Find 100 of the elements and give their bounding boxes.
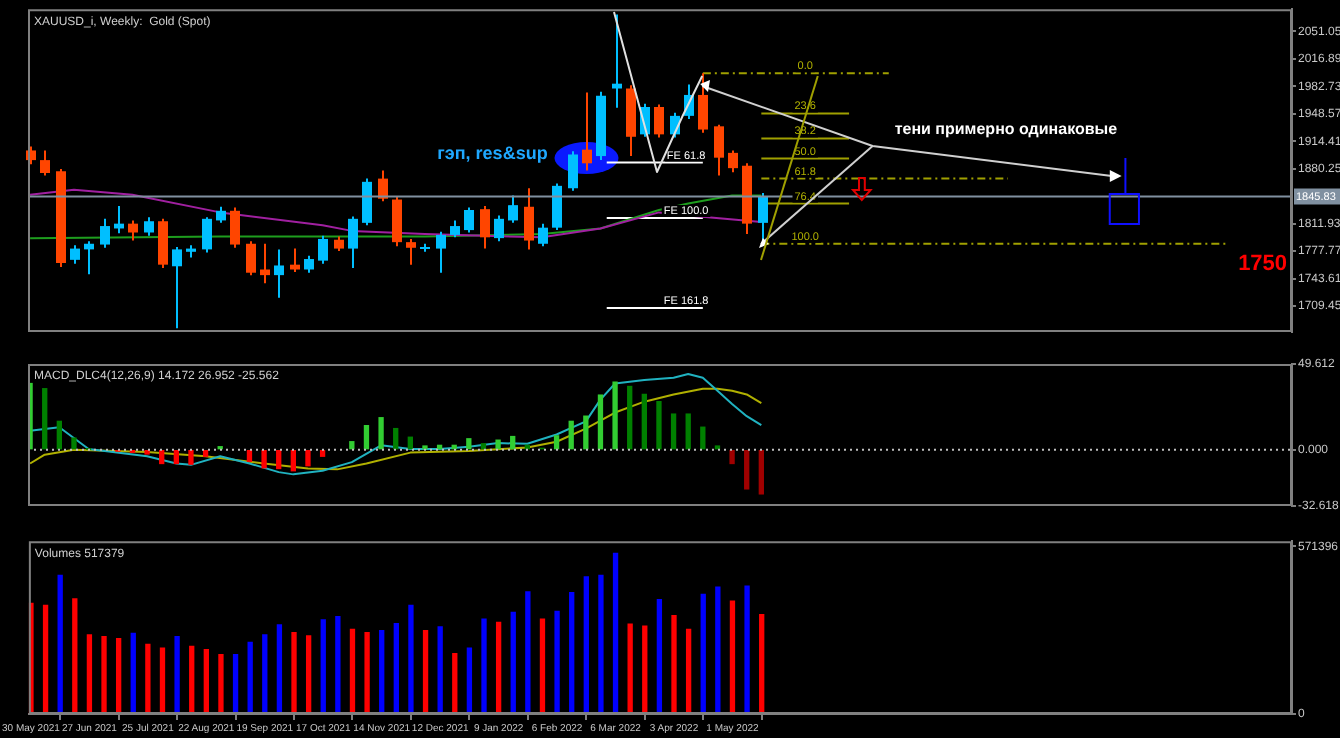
bar xyxy=(627,623,633,714)
candlestick xyxy=(274,248,284,299)
bar xyxy=(378,417,384,450)
bar xyxy=(525,591,531,714)
bar xyxy=(379,630,385,714)
bar xyxy=(553,435,560,450)
bar xyxy=(71,437,77,450)
candlestick xyxy=(714,123,724,177)
bar xyxy=(305,450,311,467)
bar xyxy=(408,604,414,714)
bar xyxy=(437,626,443,714)
bar xyxy=(758,450,764,495)
bar xyxy=(759,613,765,714)
bar xyxy=(130,632,136,714)
bar xyxy=(189,645,195,714)
bar xyxy=(276,624,283,714)
bar xyxy=(715,586,721,714)
candlestick xyxy=(246,240,256,277)
bar xyxy=(597,394,604,450)
candlestick xyxy=(698,72,708,134)
candlestick xyxy=(568,150,578,192)
bar xyxy=(583,415,589,450)
candlestick xyxy=(494,214,504,243)
bar xyxy=(349,441,355,450)
bar xyxy=(290,450,296,472)
bar xyxy=(729,450,735,465)
bar xyxy=(700,593,706,714)
bar xyxy=(247,641,253,714)
bar xyxy=(42,388,48,450)
candlestick xyxy=(70,244,80,265)
candlestick xyxy=(144,216,154,237)
bar xyxy=(569,591,575,714)
bar xyxy=(700,426,706,450)
bar xyxy=(510,435,516,450)
bar xyxy=(480,443,487,450)
candlestick xyxy=(464,206,474,234)
bar xyxy=(685,628,692,714)
bar xyxy=(202,450,209,457)
bar xyxy=(86,634,93,714)
annotation: гэп, res&sup xyxy=(437,142,549,163)
bar xyxy=(671,615,677,714)
bar xyxy=(173,450,179,465)
bar xyxy=(495,621,502,714)
annotation: тени примерно одинаковые xyxy=(894,120,1119,139)
bar xyxy=(612,552,619,714)
bar xyxy=(115,637,122,714)
bar xyxy=(174,635,180,714)
bar xyxy=(262,634,268,714)
candlestick xyxy=(230,206,240,249)
bar xyxy=(276,450,282,470)
bar xyxy=(364,632,370,714)
bar xyxy=(335,615,341,714)
candlestick xyxy=(40,149,50,177)
bar xyxy=(218,654,224,714)
candlestick xyxy=(406,237,416,266)
bar xyxy=(685,413,691,450)
candlestick xyxy=(100,217,110,249)
candlestick xyxy=(436,230,446,274)
bar xyxy=(510,611,516,714)
bar xyxy=(568,420,574,450)
candlestick xyxy=(260,242,270,285)
bar xyxy=(466,647,473,714)
bar xyxy=(393,622,399,714)
bar xyxy=(554,610,560,714)
bar xyxy=(627,385,633,450)
bar xyxy=(466,438,472,450)
bar xyxy=(598,574,604,714)
bar xyxy=(145,643,151,714)
annotation: 1750 xyxy=(1238,252,1288,277)
candlestick xyxy=(654,103,664,139)
candlestick xyxy=(480,204,490,250)
candlestick xyxy=(582,91,592,172)
candlestick xyxy=(128,219,138,242)
bar xyxy=(57,574,63,714)
bar xyxy=(349,628,356,714)
bar xyxy=(159,647,166,714)
candlestick xyxy=(508,194,518,224)
bar xyxy=(670,413,677,450)
candlestick xyxy=(524,187,534,251)
bar xyxy=(729,600,736,714)
bar xyxy=(159,450,165,465)
bar xyxy=(452,652,458,714)
candlestick xyxy=(318,234,328,265)
bar xyxy=(363,425,370,450)
bar xyxy=(641,393,647,450)
bar xyxy=(495,439,501,450)
bar xyxy=(744,585,750,714)
candlestick xyxy=(348,215,358,269)
bar xyxy=(612,381,618,450)
candlestick xyxy=(378,169,388,203)
bar xyxy=(422,630,429,714)
bar xyxy=(232,654,239,714)
candlestick xyxy=(612,13,622,109)
candlestick xyxy=(202,216,212,254)
bar xyxy=(56,420,62,450)
candlestick xyxy=(728,149,738,174)
bar xyxy=(539,618,546,714)
candlestick xyxy=(538,222,548,248)
bar xyxy=(42,604,49,714)
bar xyxy=(203,649,209,714)
